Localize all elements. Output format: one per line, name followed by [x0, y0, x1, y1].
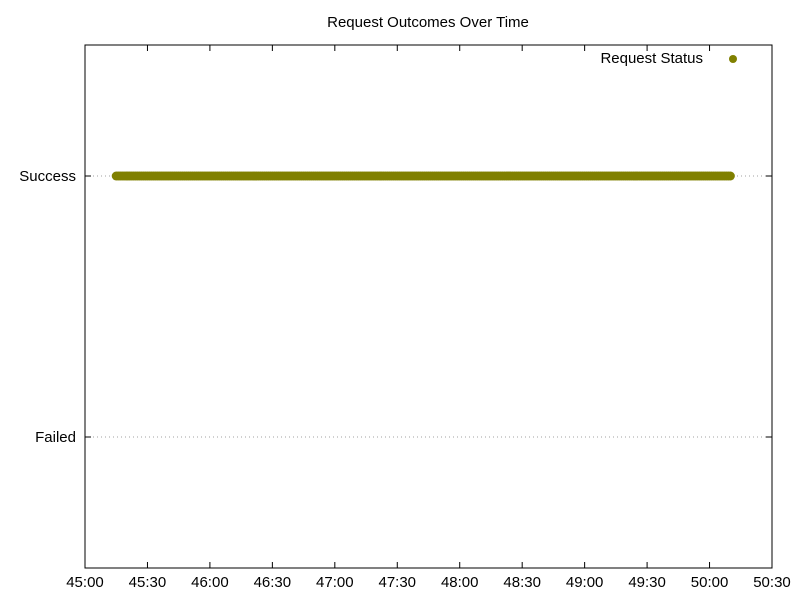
x-tick-label-45-30: 45:30 [129, 574, 167, 591]
y-tick-label-failed: Failed [35, 429, 76, 446]
x-tick-label-45-00: 45:00 [66, 574, 104, 591]
x-tick-label-49-30: 49:30 [628, 574, 666, 591]
series-layer [111, 171, 735, 181]
x-tick-label-50-30: 50:30 [753, 574, 791, 591]
x-tick-label-49-00: 49:00 [566, 574, 604, 591]
plot-frame [84, 44, 773, 569]
x-tick-label-47-30: 47:30 [378, 574, 416, 591]
x-tick-label-48-30: 48:30 [503, 574, 541, 591]
x-tick-label-47-00: 47:00 [316, 574, 354, 591]
x-tick-label-48-00: 48:00 [441, 574, 479, 591]
y-tick-label-success: Success [19, 168, 76, 185]
legend-label-request-status: Request Status [600, 50, 703, 67]
data-point [725, 171, 735, 181]
legend: Request Status [600, 50, 737, 67]
x-tick-label-50-00: 50:00 [691, 574, 729, 591]
legend-marker-request-status [729, 55, 737, 63]
x-tick-label-46-00: 46:00 [191, 574, 229, 591]
grid-layer [85, 175, 772, 438]
x-tick-label-46-30: 46:30 [254, 574, 292, 591]
chart-title: Request Outcomes Over Time [327, 14, 529, 31]
axis-layer: Failed Success 45:00 45:30 46:00 46:30 47:00 47… [19, 45, 791, 591]
